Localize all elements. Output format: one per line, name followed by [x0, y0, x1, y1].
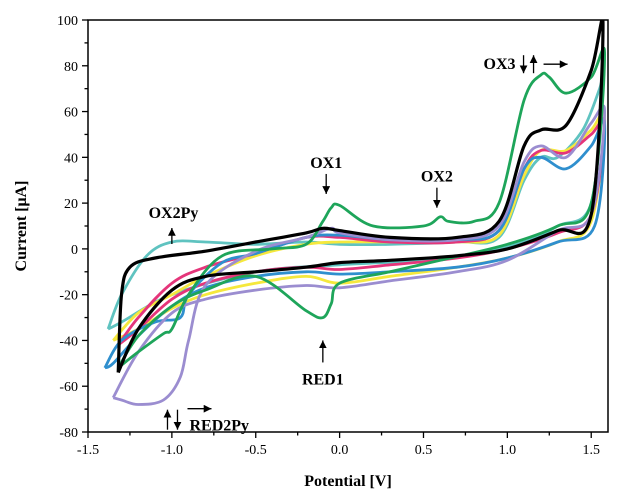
- x-tick-label: -0.5: [245, 443, 267, 458]
- x-tick-label: 0.5: [415, 443, 433, 458]
- series-layer: [103, 20, 607, 406]
- series-line-6: [117, 46, 606, 369]
- y-tick-label: 80: [64, 60, 78, 75]
- annotation-layer: OX1 OX2 OX3 OX2Py RED1 RED2Py: [149, 55, 568, 435]
- y-tick-label: -60: [59, 380, 78, 395]
- series-line-2: [112, 109, 606, 342]
- annotation-ox1: OX1: [310, 155, 342, 172]
- x-tick-label: -1.5: [77, 443, 99, 458]
- series-line-7: [116, 20, 605, 374]
- x-tick-label: 0.0: [331, 443, 349, 458]
- x-axis-title: Potential [V]: [304, 473, 392, 490]
- series-line-3: [117, 117, 606, 347]
- y-tick-label: -80: [59, 426, 78, 441]
- y-tick-label: 40: [64, 151, 78, 166]
- annotation-red2py: RED2Py: [189, 418, 249, 435]
- y-tick-label: 100: [57, 14, 78, 29]
- series-line-5: [111, 104, 606, 406]
- plot-frame: [87, 19, 609, 433]
- ticks-layer: -1.5 -1.0 -0.5 0.0 0.5 1.0 1.5 -80 -60 -40 -20 0 20 4…: [57, 14, 600, 458]
- annotation-ox2py: OX2Py: [149, 205, 199, 222]
- annotation-ox3: OX3: [484, 56, 516, 73]
- x-tick-label: 1.0: [499, 443, 517, 458]
- annotation-red1: RED1: [302, 371, 344, 388]
- annotation-ox2: OX2: [421, 169, 453, 186]
- y-axis-title: Current [μA]: [13, 181, 30, 272]
- y-tick-label: -20: [59, 289, 78, 304]
- x-tick-label: 1.5: [582, 443, 600, 458]
- y-tick-label: 20: [64, 197, 78, 212]
- y-tick-label: 0: [71, 243, 78, 258]
- y-tick-label: -40: [59, 334, 78, 349]
- y-tick-label: 60: [64, 106, 78, 121]
- x-tick-label: -1.0: [161, 443, 183, 458]
